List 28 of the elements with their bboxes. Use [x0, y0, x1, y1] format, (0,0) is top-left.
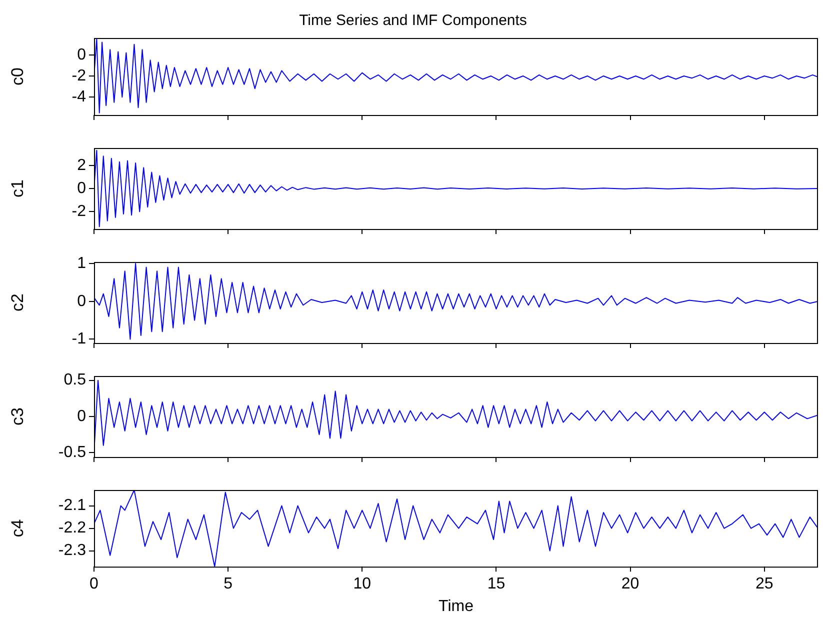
chart-title: Time Series and IMF Components: [299, 12, 527, 30]
y-tick-label: 2: [77, 156, 86, 174]
y-axis-title: c4: [8, 519, 27, 538]
y-tick-label: -2.1: [58, 497, 86, 514]
x-tick-label: 25: [755, 576, 774, 593]
y-tick-label: 0.5: [64, 372, 86, 389]
y-tick-label: 0: [77, 46, 86, 64]
y-axis-title: c1: [8, 180, 27, 198]
y-axis-title: c0: [8, 68, 27, 86]
x-tick-label: 20: [621, 576, 640, 593]
y-tick-label: 1: [77, 254, 86, 272]
x-axis-title: Time: [438, 598, 474, 615]
y-tick-label: -2: [72, 67, 86, 84]
y-axis-title: c2: [8, 294, 27, 312]
y-tick-label: 0: [77, 292, 86, 310]
y-tick-label: 0: [77, 408, 86, 425]
x-tick-label: 0: [90, 576, 99, 593]
x-tick-label: 5: [224, 576, 233, 593]
y-tick-label: -4: [72, 88, 86, 106]
y-axis-title: c3: [8, 408, 27, 426]
x-tick-label: 10: [353, 576, 372, 593]
y-tick-label: -2: [72, 203, 86, 220]
y-tick-label: 0: [77, 180, 86, 197]
y-tick-label: -2.2: [58, 520, 86, 537]
y-tick-label: -0.5: [58, 444, 86, 462]
y-tick-label: -2.3: [58, 542, 86, 560]
y-tick-label: -1: [72, 330, 86, 348]
x-tick-label: 15: [487, 576, 506, 593]
